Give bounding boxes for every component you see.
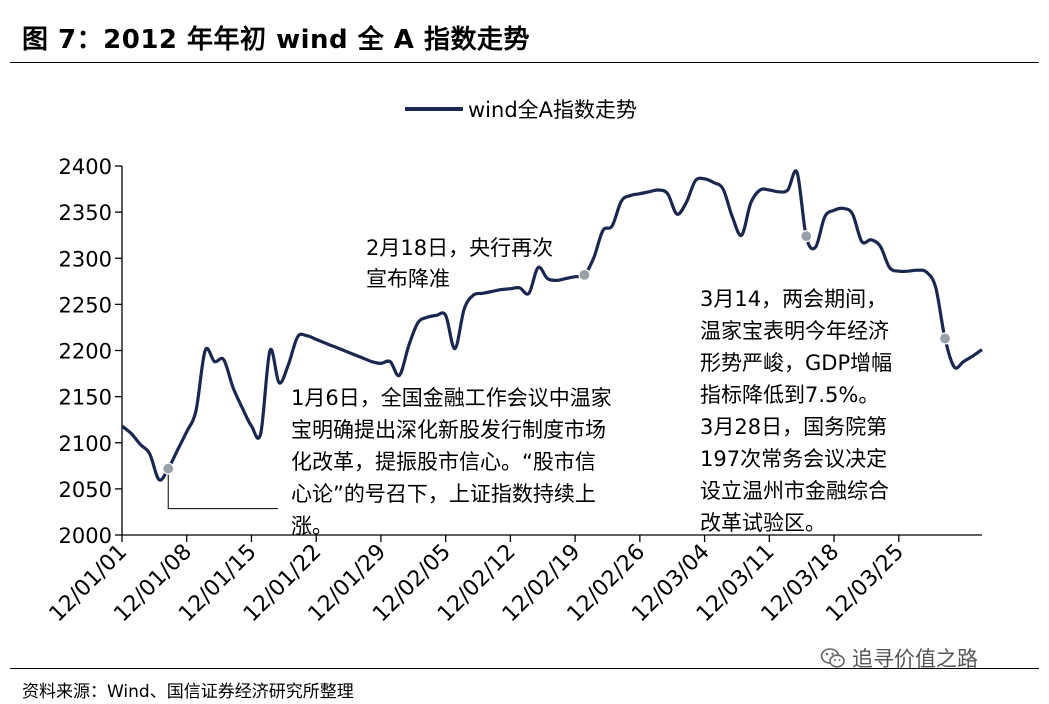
y-tick-label: 2100 xyxy=(59,432,112,456)
source-rule xyxy=(10,668,1039,669)
figure-title: 图 7：2012 年年初 wind 全 A 指数走势 xyxy=(22,25,530,55)
watermark-text: 追寻价值之路 xyxy=(852,647,978,671)
y-tick-label: 2350 xyxy=(59,201,112,225)
y-tick-label: 2150 xyxy=(59,386,112,410)
annotation-line: 心论”的号召下，上证指数持续上 xyxy=(291,482,596,506)
annotation-line: 宝明确提出深化新股发行制度市场 xyxy=(291,418,606,442)
annotation-line: 化改革，提振股市信心。“股市信 xyxy=(291,450,596,474)
series-line xyxy=(120,169,983,482)
y-tick-label: 2250 xyxy=(59,293,112,317)
annotation-a2: 2月18日，央行再次宣布降准 xyxy=(366,236,553,291)
event-marker xyxy=(800,230,813,243)
annotation-line: 设立温州市金融综合 xyxy=(700,479,889,503)
line-chart: 2000 2050 2100 2150 2200 2250 2300 2350 2400 12/… xyxy=(45,98,983,627)
annotation-line: 197次常务会议决定 xyxy=(700,447,887,471)
annotation-line: 3月14，两会期间， xyxy=(700,287,887,311)
event-marker xyxy=(938,332,952,345)
series-layer xyxy=(120,169,983,482)
x-axis: 12/01/0112/01/0812/01/1512/01/2212/01/29… xyxy=(45,534,982,627)
annotation-a3: 3月14，两会期间， 温家宝表明今年经济形势严峻，GDP增幅指标降低到7.5%。 3… xyxy=(700,287,892,535)
y-tick-label: 2300 xyxy=(59,247,112,271)
y-tick-label: 2000 xyxy=(59,524,112,548)
annotation-line: 宣布降准 xyxy=(366,267,450,291)
y-axis: 2000 2050 2100 2150 2200 2250 2300 2350 2400 xyxy=(59,155,123,548)
annotation-line: 1月6日，全国金融工作会议中温家 xyxy=(291,386,612,410)
annotation-line: 形势严峻，GDP增幅 xyxy=(700,351,892,375)
annotation-line: 改革试验区。 xyxy=(700,511,826,535)
annotation-line: 3月28日，国务院第 xyxy=(700,415,887,439)
title-rule xyxy=(10,62,1039,63)
y-tick-label: 2400 xyxy=(59,155,112,179)
y-tick-label: 2200 xyxy=(59,340,112,364)
watermark: 追寻价值之路 xyxy=(820,643,978,673)
y-tick-label: 2050 xyxy=(59,478,112,502)
source-note: 资料来源：Wind、国信证券经济研究所整理 xyxy=(22,682,354,702)
annotation-a1: 1月6日，全国金融工作会议中温家宝明确提出深化新股发行制度市场化改革，提振股市信… xyxy=(291,386,612,538)
annotation-line: 2月18日，央行再次 xyxy=(366,236,553,260)
annotation-line: 涨。 xyxy=(291,514,333,538)
annotation-line: 温家宝表明今年经济 xyxy=(700,319,889,343)
legend-label: wind全A指数走势 xyxy=(468,98,637,122)
wechat-icon xyxy=(820,648,845,668)
event-marker xyxy=(578,268,591,281)
annotation-leader-line xyxy=(167,468,278,510)
marker-layer xyxy=(162,230,952,510)
event-marker xyxy=(162,462,175,475)
annotation-layer: 1月6日，全国金融工作会议中温家宝明确提出深化新股发行制度市场化改革，提振股市信… xyxy=(291,236,892,538)
annotation-line: 指标降低到7.5%。 xyxy=(700,383,879,407)
legend: wind全A指数走势 xyxy=(405,98,637,122)
